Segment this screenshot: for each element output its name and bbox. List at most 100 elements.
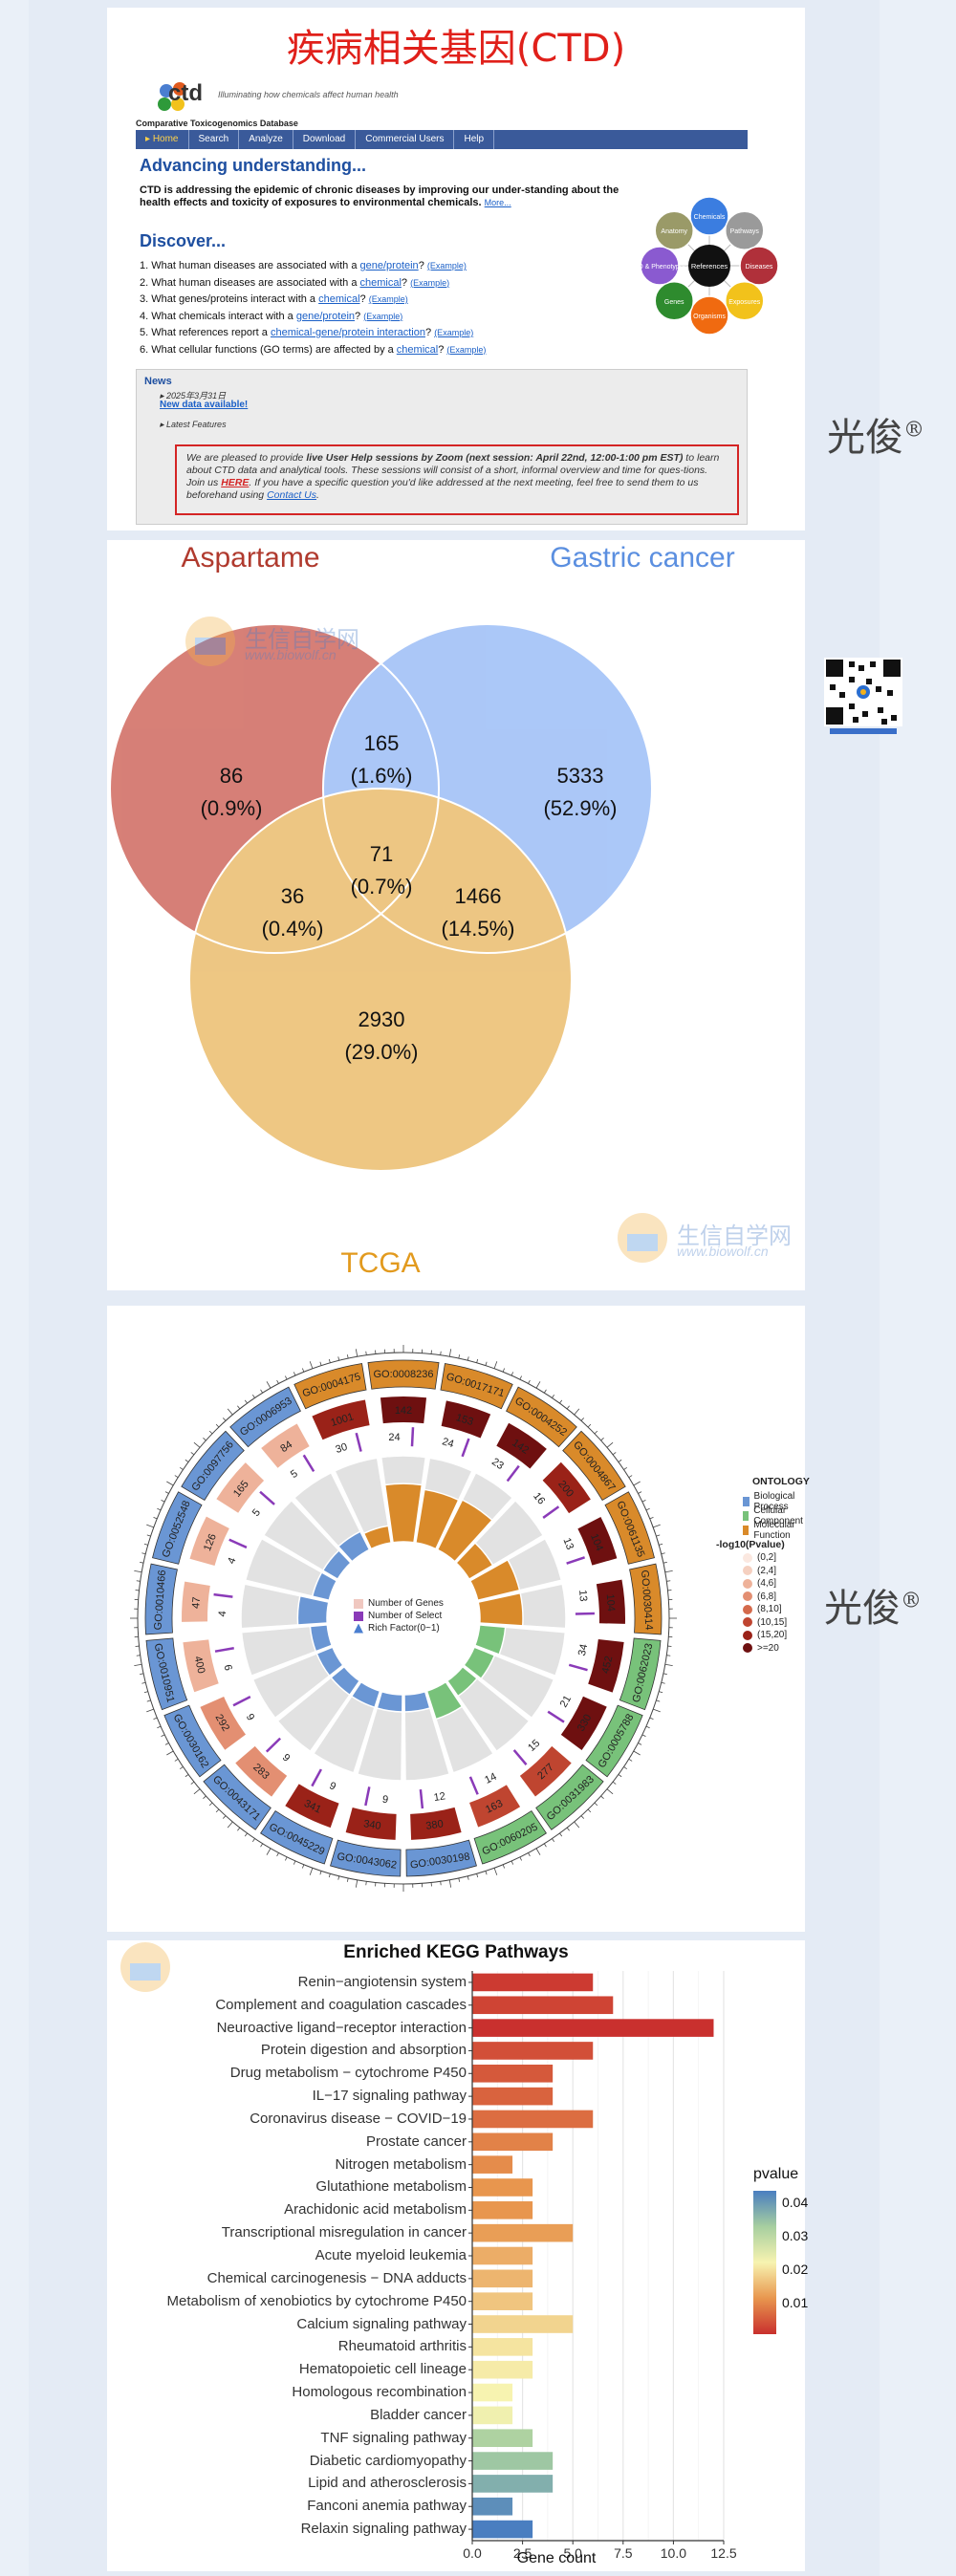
rich-factor-bar <box>468 1558 521 1602</box>
rich-factor-bar <box>321 1548 352 1581</box>
venn-region-aspartame-only: 86 (0.9%) <box>200 764 263 820</box>
select-count-mark <box>364 1786 371 1807</box>
example-link[interactable]: (Example) <box>434 328 474 337</box>
kegg-category-label: TNF signaling pathway <box>320 2429 467 2446</box>
go-term-band <box>163 1704 222 1778</box>
nav-help[interactable]: Help <box>454 130 495 149</box>
question-link[interactable]: chemical <box>318 293 360 305</box>
here-link[interactable]: HERE <box>221 477 250 488</box>
gene-count-label: 142 <box>395 1405 412 1417</box>
x-tick-label: 10.0 <box>660 2545 687 2561</box>
kegg-bar <box>472 2132 554 2152</box>
wheel-node[interactable]: Chemicals <box>689 196 729 236</box>
nav-search[interactable]: Search <box>189 130 240 149</box>
gene-count-bar <box>285 1784 339 1829</box>
nav-analyze[interactable]: Analyze <box>239 130 293 149</box>
gene-count-bar <box>410 1807 462 1840</box>
gene-count-bar <box>200 1697 247 1750</box>
latest-features: ▸ Latest Features <box>160 420 227 429</box>
wheel-node[interactable]: Genes <box>654 281 694 321</box>
svg-text:Anatomy: Anatomy <box>661 228 687 235</box>
rich-factor-bar <box>337 1530 371 1563</box>
question-link[interactable]: gene/protein <box>359 260 419 271</box>
example-link[interactable]: (Example) <box>426 261 467 271</box>
more-link[interactable]: More... <box>484 198 511 207</box>
kegg-panel: Enriched KEGG Pathways Renin−angiotensin… <box>107 1940 808 2571</box>
kegg-category-label: Lipid and atherosclerosis <box>308 2475 467 2492</box>
go-circos-plot: GO:0004175100130GO:000823614224GO:001717… <box>130 1345 677 1892</box>
wheel-node[interactable]: Diseases <box>739 246 779 286</box>
kegg-category-label: Protein digestion and absorption <box>260 2042 467 2059</box>
kegg-category-label: Acute myeloid leukemia <box>315 2247 467 2263</box>
example-link[interactable]: (Example) <box>410 277 450 288</box>
gene-count-label: 104 <box>604 1593 617 1612</box>
kegg-bar <box>472 1973 594 1992</box>
example-link[interactable]: (Example) <box>368 294 408 304</box>
venn-region-aspartame-gastric: 165 (1.6%) <box>350 731 413 788</box>
rich-factor-bar <box>436 1499 493 1563</box>
x-tick-label: 5.0 <box>563 2545 582 2561</box>
svg-text:Organisms: Organisms <box>693 314 726 320</box>
pvalue-bin: (4,6] <box>743 1578 776 1589</box>
nav-home[interactable]: ▸ Home <box>136 130 189 149</box>
select-count-label: 15 <box>526 1738 542 1754</box>
question-link[interactable]: chemical <box>359 276 402 289</box>
wheel-node[interactable]: Pathways <box>725 210 765 250</box>
svg-text:GO & Phenotypes: GO & Phenotypes <box>638 264 687 271</box>
kegg-bar <box>472 2497 513 2516</box>
venn-region-gastric-only: 5333 (52.9%) <box>543 764 618 820</box>
wheel-node[interactable]: Exposures <box>725 281 765 321</box>
venn-label-tcga: TCGA <box>340 1247 421 1279</box>
wheel-node[interactable]: Anatomy <box>654 210 694 250</box>
pvalue-bin: (10,15] <box>743 1617 787 1628</box>
kegg-bar <box>472 2406 513 2425</box>
ctd-tagline: Illuminating how chemicals affect human … <box>218 90 399 99</box>
rich-factor-bar <box>350 1680 381 1709</box>
gene-count-bar <box>312 1399 370 1440</box>
venn-label-gastric-cancer: Gastric cancer <box>550 542 735 574</box>
new-data-link[interactable]: New data available! <box>160 400 249 410</box>
pvalue-bin: >=20 <box>743 1643 779 1654</box>
question-item: 3. What genes/proteins interact with a c… <box>140 293 408 305</box>
pvalue-bin: (0,2] <box>743 1552 776 1563</box>
select-count-label: 21 <box>558 1694 575 1710</box>
select-count-label: 34 <box>576 1643 590 1657</box>
gene-count-bar <box>496 1422 547 1469</box>
question-link[interactable]: chemical-gene/protein interaction <box>270 327 425 338</box>
example-link[interactable]: (Example) <box>363 311 403 321</box>
nav-commercial-users[interactable]: Commercial Users <box>356 130 455 149</box>
x-axis-label: Gene count <box>516 2550 597 2566</box>
go-term-band <box>152 1491 203 1565</box>
kegg-category-label: Metabolism of xenobiotics by cytochrome … <box>166 2292 467 2309</box>
gene-count-bar <box>542 1461 591 1514</box>
legend-biological-process: Biological Process <box>743 1491 805 1512</box>
rich-factor-bar <box>330 1665 361 1697</box>
nav-download[interactable]: Download <box>293 130 357 149</box>
go-term-band <box>535 1764 604 1830</box>
select-count-mark <box>259 1490 275 1505</box>
contact-us-link[interactable]: Contact Us <box>267 489 317 501</box>
question-link[interactable]: gene/protein <box>295 310 356 322</box>
select-count-label: 24 <box>388 1432 400 1443</box>
question-link[interactable]: chemical <box>396 343 439 356</box>
gene-count-bar <box>441 1400 491 1439</box>
kegg-category-label: Glutathione metabolism <box>315 2178 467 2196</box>
rich-factor-bar <box>315 1646 344 1678</box>
legend-molecular-function: Molecular Function <box>743 1520 805 1541</box>
select-count-mark <box>512 1749 528 1766</box>
select-count-label: 24 <box>441 1436 455 1450</box>
example-link[interactable]: (Example) <box>446 344 487 355</box>
select-count-label: 13 <box>560 1536 576 1551</box>
kegg-bar-chart <box>468 1971 725 2544</box>
wheel-center[interactable]: References <box>688 245 730 287</box>
kegg-bar <box>472 2087 554 2106</box>
kegg-bar <box>472 2110 594 2129</box>
wheel-node[interactable]: Organisms <box>689 295 729 336</box>
select-count-label: 6 <box>222 1663 234 1672</box>
select-count-mark <box>311 1768 322 1787</box>
wheel-node[interactable]: GO & Phenotypes <box>638 246 687 286</box>
go-term-band <box>506 1386 577 1448</box>
go-term-band <box>585 1704 643 1778</box>
select-count-label: 9 <box>381 1794 389 1807</box>
svg-text:Diseases: Diseases <box>746 264 773 271</box>
